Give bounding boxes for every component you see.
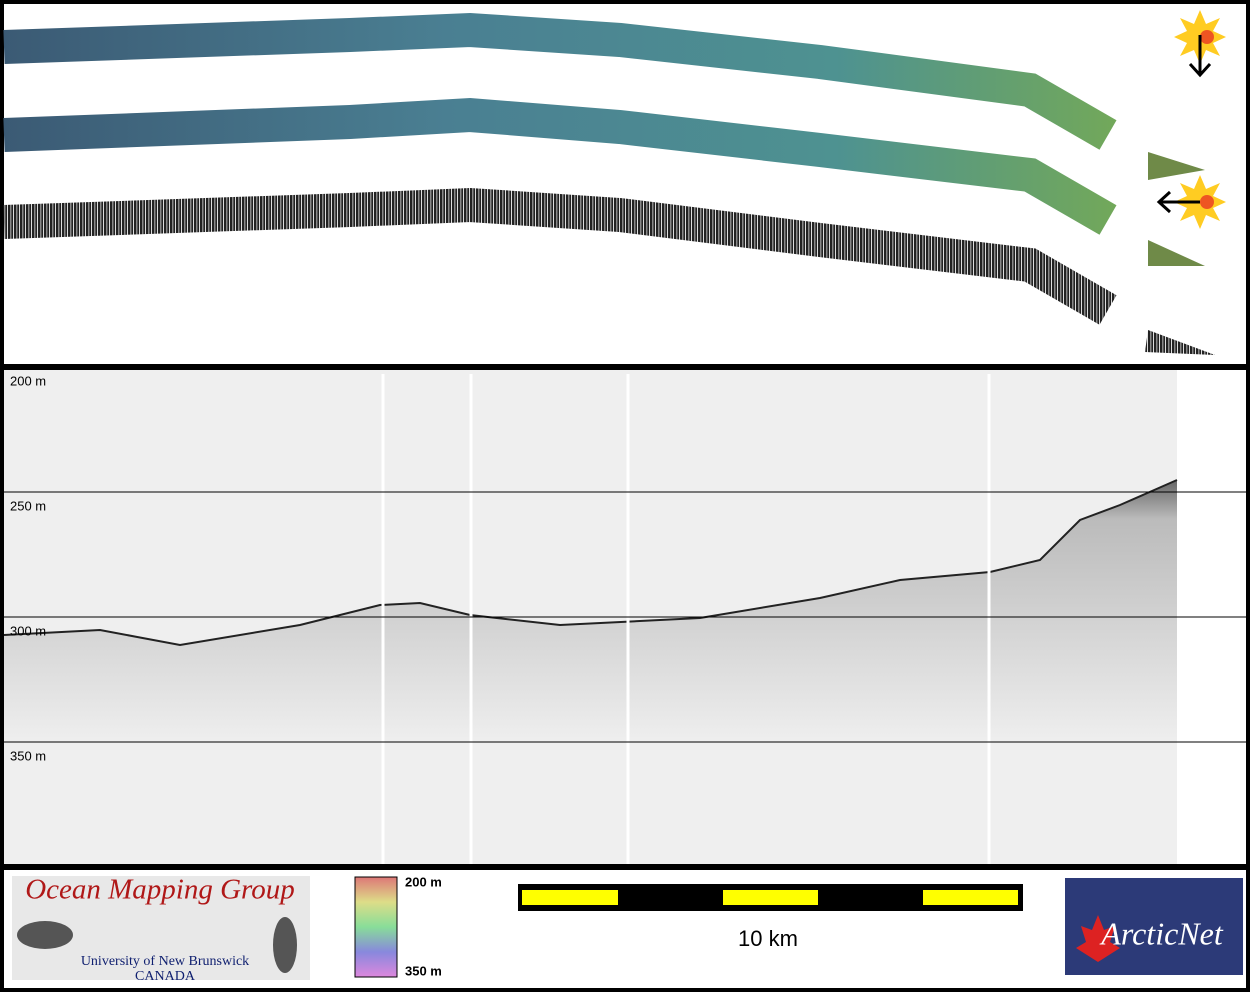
- colorbar-label: 200 m: [405, 874, 442, 889]
- logo-graphic: [273, 917, 297, 973]
- seafloor-line: [3, 479, 1178, 647]
- seafloor-echo: [4, 480, 1177, 740]
- swath-piece: [1148, 240, 1205, 266]
- depth-lines: [4, 491, 1246, 743]
- depth-label: 350 m: [10, 748, 46, 763]
- partner-name: ArcticNet: [1099, 915, 1224, 951]
- logo-title: Ocean Mapping Group: [25, 874, 295, 906]
- swath-3: [3, 187, 1117, 325]
- swath-2: [3, 97, 1117, 235]
- swath-piece: [1145, 330, 1215, 355]
- depth-label: 300 m: [10, 623, 46, 638]
- logo-university: University of New Brunswick: [81, 954, 249, 969]
- logo-graphic: [17, 921, 73, 949]
- swath-piece: [1148, 152, 1205, 180]
- sun-icon: [1156, 175, 1226, 229]
- maple-leaf: [1076, 915, 1120, 962]
- colorbar-label: 350 m: [405, 963, 442, 978]
- gaps: [381, 374, 991, 864]
- swath-1: [3, 12, 1117, 150]
- depth-label: 200 m: [10, 373, 46, 388]
- sun-icon: [1174, 10, 1226, 78]
- logo-country: CANADA: [135, 969, 196, 984]
- scale-label: 10 km: [738, 926, 798, 951]
- colorbar: [354, 876, 398, 978]
- depth-label: 250 m: [10, 498, 46, 513]
- scale-bar: [518, 884, 1023, 911]
